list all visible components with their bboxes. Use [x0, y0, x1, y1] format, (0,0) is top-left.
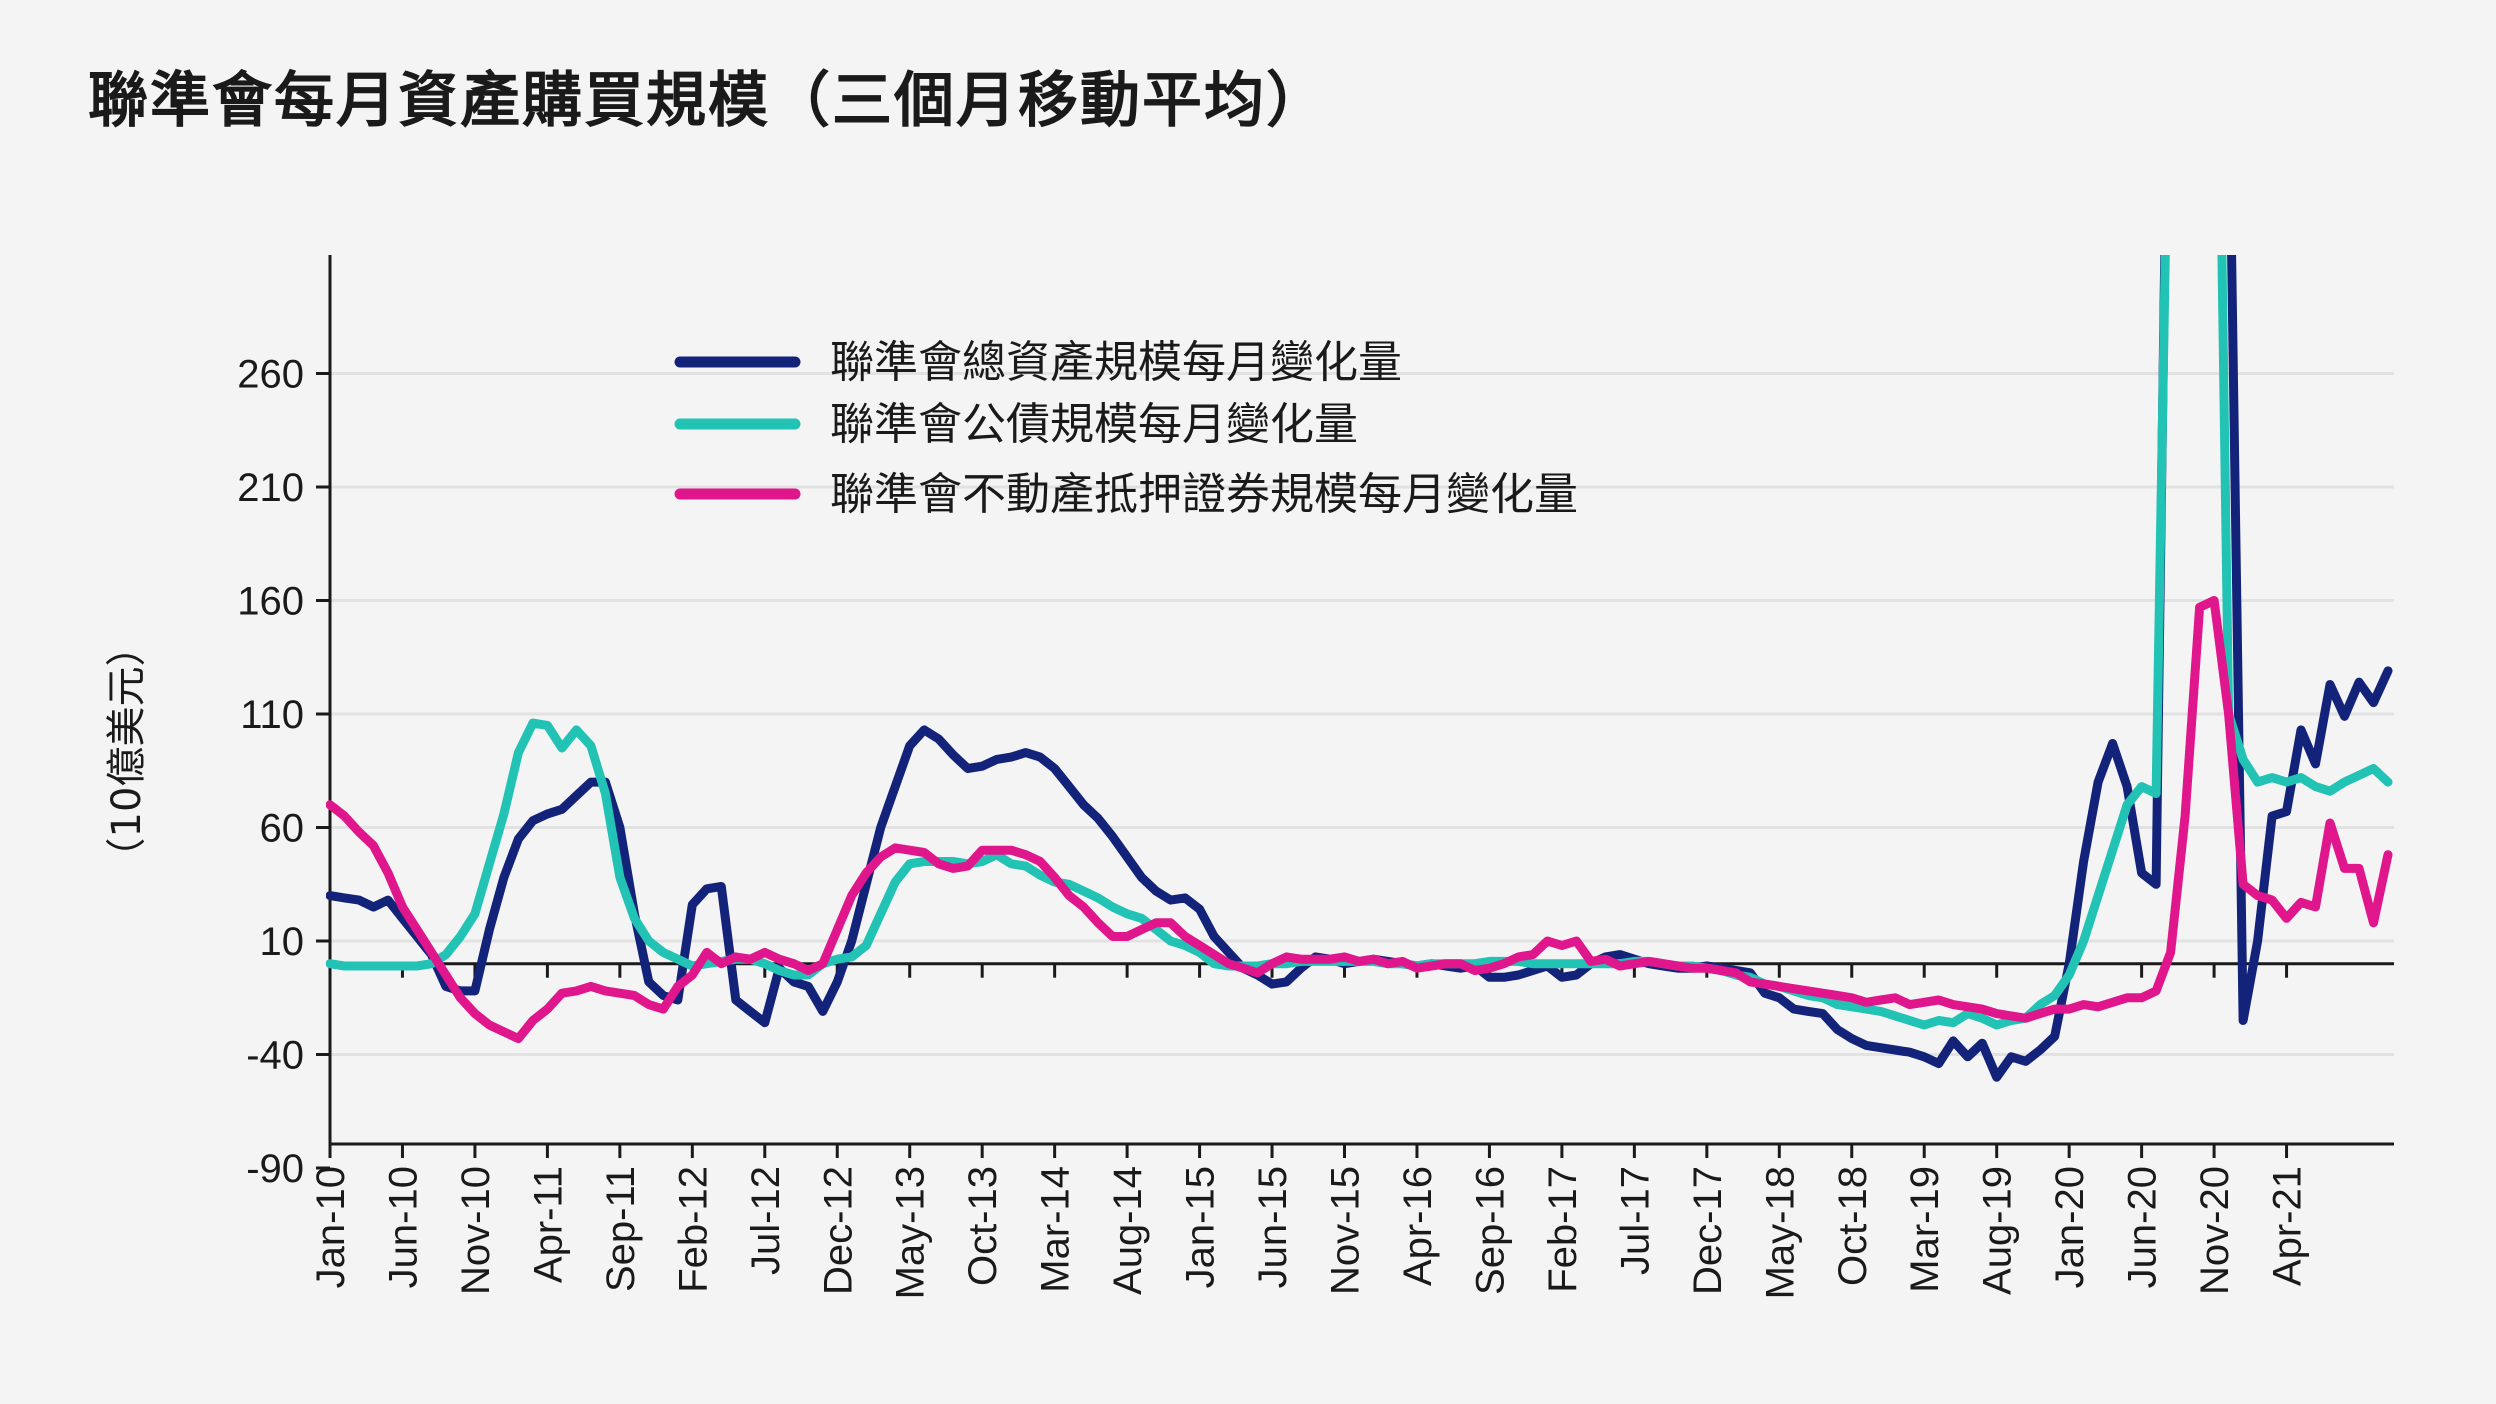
- y-axis: -90 -40 10 60 110 160 210 260: [237, 255, 332, 1191]
- series-line-1: [326, 255, 2393, 1082]
- x-tick-label: Feb-17: [1541, 1166, 1585, 1293]
- x-tick-label: Jul-12: [744, 1166, 788, 1275]
- x-tick-label: Mar-14: [1034, 1166, 1078, 1293]
- x-tick-label: May-13: [889, 1166, 933, 1299]
- x-tick-label: Jun-10: [381, 1166, 425, 1288]
- x-tick-label: Dec-12: [816, 1166, 860, 1295]
- x-tick-label: Jan-10: [309, 1166, 353, 1288]
- x-tick-label: May-18: [1758, 1166, 1802, 1299]
- x-tick-label: Jan-15: [1179, 1166, 1223, 1288]
- gridlines: [330, 372, 2394, 1056]
- series-line-3: [326, 596, 2393, 1044]
- x-tick-label: Apr-16: [1396, 1166, 1440, 1286]
- x-tick-label: Oct-13: [961, 1166, 1005, 1286]
- x-tick-label: Aug-14: [1106, 1166, 1150, 1295]
- x-tick-label: Jun-20: [2121, 1166, 2165, 1288]
- lines-clipped: [326, 255, 2393, 1082]
- y-tick-label: -40: [246, 1034, 304, 1078]
- legend-label-2: 聯準會公債規模每月變化量: [830, 399, 1358, 450]
- plot-lines: [326, 255, 2393, 1082]
- y-axis-label: （10億美元）: [104, 627, 150, 878]
- x-tick-label: Jan-20: [2048, 1166, 2092, 1288]
- x-tick-label: Jun-15: [1251, 1166, 1295, 1288]
- x-tick-label: Feb-12: [671, 1166, 715, 1293]
- x-tick-label: Sep-16: [1468, 1166, 1512, 1295]
- x-axis: Jan-10 Jun-10 Nov-10 Apr-11 Sep-11 Feb-12 Jul-…: [309, 962, 2394, 1299]
- x-tick-label: Dec-17: [1686, 1166, 1730, 1295]
- x-tick-label: Nov-20: [2193, 1166, 2237, 1295]
- y-tick-label: 260: [237, 353, 304, 397]
- x-tick-label: Apr-11: [526, 1166, 570, 1283]
- y-tick-label: 60: [260, 807, 305, 851]
- y-tick-label: 110: [240, 693, 304, 737]
- x-tick-label: Nov-10: [454, 1166, 498, 1295]
- y-tick-label: 210: [237, 466, 304, 510]
- chart-title: 聯準會每月資產購買規模（三個月移動平均）: [88, 66, 1328, 136]
- x-tick-label: Nov-15: [1324, 1166, 1368, 1295]
- legend: 聯準會總資產規模每月變化量聯準會公債規模每月變化量聯準會不動產抵押證券規模每月變…: [674, 337, 1578, 520]
- legend-label-1: 聯準會總資產規模每月變化量: [830, 337, 1402, 388]
- x-tick-label: Mar-19: [1903, 1166, 1947, 1293]
- y-tick-label: 10: [260, 920, 305, 964]
- x-tick-label: Aug-19: [1976, 1166, 2020, 1295]
- legend-label-3: 聯準會不動產抵押證券規模每月變化量: [830, 469, 1578, 520]
- x-tick-label: Jul-17: [1613, 1166, 1657, 1275]
- x-tick-label: Apr-21: [2266, 1166, 2310, 1286]
- x-tick-label: Sep-11: [599, 1166, 643, 1292]
- y-tick-label: -90: [246, 1147, 304, 1191]
- y-tick-label: 160: [237, 580, 304, 624]
- x-tick-label: Oct-18: [1831, 1166, 1875, 1286]
